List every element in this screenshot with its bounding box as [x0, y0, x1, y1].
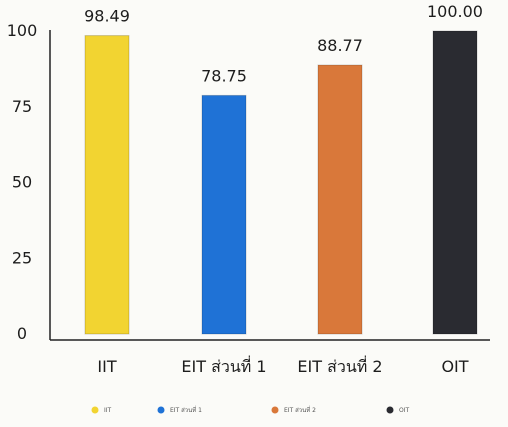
bars-group	[84, 30, 478, 335]
legend-swatch	[271, 406, 279, 414]
legend-swatch	[157, 406, 165, 414]
legend-label: EIT ส่วนที่ 2	[284, 406, 316, 414]
bar	[84, 35, 130, 335]
bar-value-label: 78.75	[201, 66, 247, 85]
data-labels-group: 98.49 78.75 88.77 100.00	[84, 2, 483, 85]
y-tick-label: 0	[17, 324, 27, 343]
category-label: OIT	[441, 357, 468, 376]
legend-swatch	[386, 406, 394, 414]
y-tick-label: 75	[12, 97, 32, 116]
y-tick-label: 25	[12, 248, 32, 267]
category-label: EIT ส่วนที่ 1	[181, 355, 266, 376]
y-tick-label: 50	[12, 173, 32, 192]
bar-value-label: 88.77	[317, 36, 363, 55]
y-tick-label: 100	[7, 21, 38, 40]
category-labels-group: IIT EIT ส่วนที่ 1 EIT ส่วนที่ 2 OIT	[97, 355, 468, 376]
legend-swatch	[91, 406, 99, 414]
legend-label: IIT	[104, 407, 112, 414]
legend: IIT EIT ส่วนที่ 1 EIT ส่วนที่ 2 OIT	[91, 406, 409, 414]
bar-value-label: 100.00	[427, 2, 483, 21]
bar	[317, 64, 363, 335]
category-label: EIT ส่วนที่ 2	[297, 355, 382, 376]
y-tick-labels: 0 25 50 75 100	[7, 21, 38, 343]
legend-label: EIT ส่วนที่ 1	[170, 406, 202, 414]
legend-label: OIT	[399, 407, 409, 414]
bar-value-label: 98.49	[84, 7, 130, 26]
bar	[201, 94, 247, 335]
bar	[432, 30, 478, 335]
category-label: IIT	[97, 357, 116, 376]
